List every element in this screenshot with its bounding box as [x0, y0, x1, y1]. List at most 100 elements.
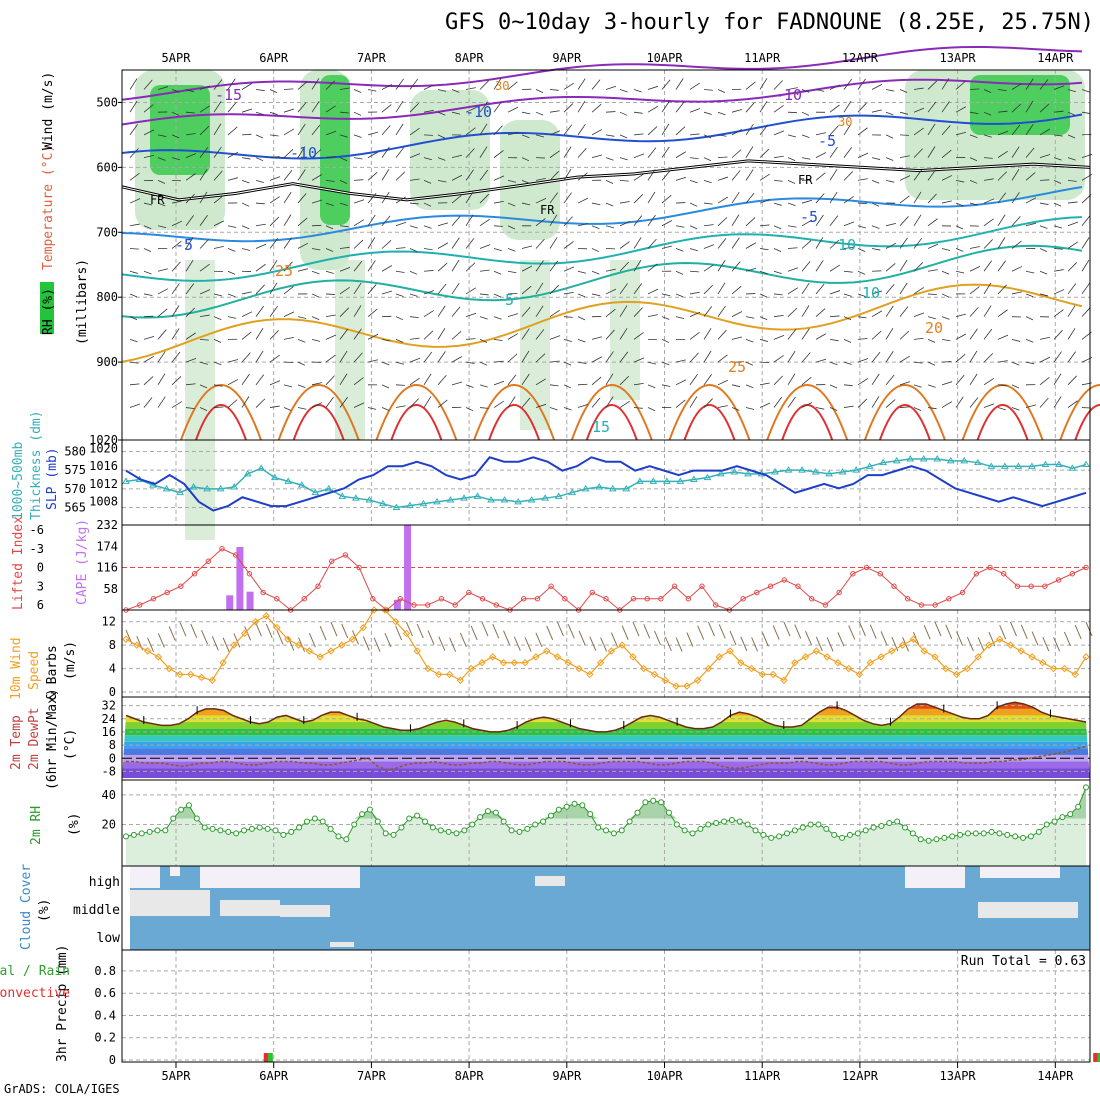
lifted-index-marker [329, 558, 335, 564]
wind-barb [507, 106, 519, 113]
wind-barb [409, 270, 418, 275]
ylabel-pressure: (millibars) [75, 259, 90, 345]
wind-barb [269, 216, 280, 227]
rh-marker [1083, 784, 1089, 791]
wind-speed-marker [251, 618, 260, 626]
wind-barb [983, 328, 993, 340]
wind-barb [381, 191, 390, 204]
date-label-bottom: 10APR [646, 1069, 683, 1083]
cape-tick-label: 58 [104, 582, 118, 596]
wind-barb [381, 290, 393, 295]
wind-barb [311, 293, 320, 298]
wind-barb [311, 101, 320, 113]
wind-barb [805, 631, 813, 646]
wind-barb [283, 311, 295, 318]
rh-marker [894, 818, 901, 825]
rh-marker [705, 821, 712, 828]
wind-barb [255, 350, 264, 363]
ylabel-rh2m: 2m RH [29, 806, 44, 845]
wind-barb [577, 100, 586, 113]
thickness-marker [162, 484, 171, 492]
wind-barb [423, 351, 433, 363]
thickness-marker [838, 468, 847, 475]
wind-barb [969, 397, 979, 408]
wind-barb [563, 407, 572, 411]
wind-barb [470, 625, 478, 641]
wind-barb [269, 89, 278, 93]
wind-barb [983, 198, 995, 204]
wind-speed-marker [920, 647, 928, 655]
wind-barb [787, 157, 796, 161]
wind-barb [843, 316, 852, 321]
rh-shade-column [335, 260, 365, 440]
wind-barb [871, 330, 882, 340]
thickness-marker [595, 483, 604, 490]
wind-barb [661, 384, 671, 387]
wind-barb [1031, 631, 1039, 646]
wind-speed-marker [996, 635, 1004, 643]
wind-speed-marker [747, 664, 756, 673]
wind-barb [269, 354, 280, 363]
rh-marker [768, 834, 775, 841]
wind-speed-marker [985, 641, 993, 649]
wind-barb [325, 202, 334, 206]
thickness-marker [216, 484, 225, 492]
y-tick-label: 8 [109, 738, 116, 752]
thickness-marker [879, 458, 888, 466]
wind-barb [227, 293, 236, 298]
isotherm-label: -15 [215, 86, 242, 104]
wind-barb [983, 239, 993, 249]
wind-barb [171, 157, 181, 161]
wind-barb [955, 202, 964, 207]
wind-speed-marker [316, 653, 324, 661]
wind-barb [675, 359, 686, 363]
thickness-marker [446, 496, 455, 503]
wind-barb [801, 199, 813, 204]
wind-speed-marker [327, 647, 335, 655]
wind-barb [353, 239, 364, 249]
rh-marker [233, 830, 240, 837]
wind-barb [311, 78, 320, 90]
wind-barb [661, 220, 673, 227]
rh-marker [886, 820, 893, 826]
wind-barb [330, 621, 338, 637]
wind-barb [941, 401, 953, 408]
wind-barb [871, 396, 880, 408]
wind-barb [157, 268, 168, 272]
wind-barb [535, 260, 544, 272]
wind-speed-marker [1028, 653, 1036, 661]
wind-barb [353, 111, 362, 116]
wind-barb [689, 82, 700, 90]
wind-speed-marker [931, 653, 939, 661]
wind-barb [703, 284, 714, 295]
wind-barb [395, 625, 403, 641]
wind-barb [465, 361, 475, 364]
run-total-label: Run Total = 0.63 [961, 954, 1086, 969]
date-label-bottom: 5APR [162, 1069, 192, 1083]
rh-marker [335, 833, 342, 840]
wind-barb [731, 407, 740, 411]
wind-barb [829, 215, 839, 227]
wind-barb [1039, 225, 1048, 229]
wind-barb [703, 244, 715, 249]
wind-barb [213, 316, 222, 320]
thickness-marker [703, 473, 712, 481]
wind-barb [1053, 637, 1061, 652]
wind-barb [143, 270, 152, 275]
wind-barb [493, 200, 504, 204]
wind-barb [591, 376, 602, 386]
wind-barb [1053, 373, 1062, 386]
wind-barb [941, 149, 952, 158]
wind-barb [773, 270, 782, 275]
wind-barb [1011, 192, 1020, 204]
wind-barb [647, 105, 659, 113]
wind-barb [479, 193, 490, 204]
dewpoint-line [126, 745, 1087, 771]
wind-speed-marker [273, 623, 281, 632]
wind-barb [353, 89, 362, 93]
wind-barb [311, 402, 323, 408]
lifted-index-marker [630, 596, 637, 602]
wind-barb [297, 242, 309, 249]
date-label-bottom: 8APR [455, 1069, 485, 1083]
lifted-index-marker [795, 583, 801, 589]
